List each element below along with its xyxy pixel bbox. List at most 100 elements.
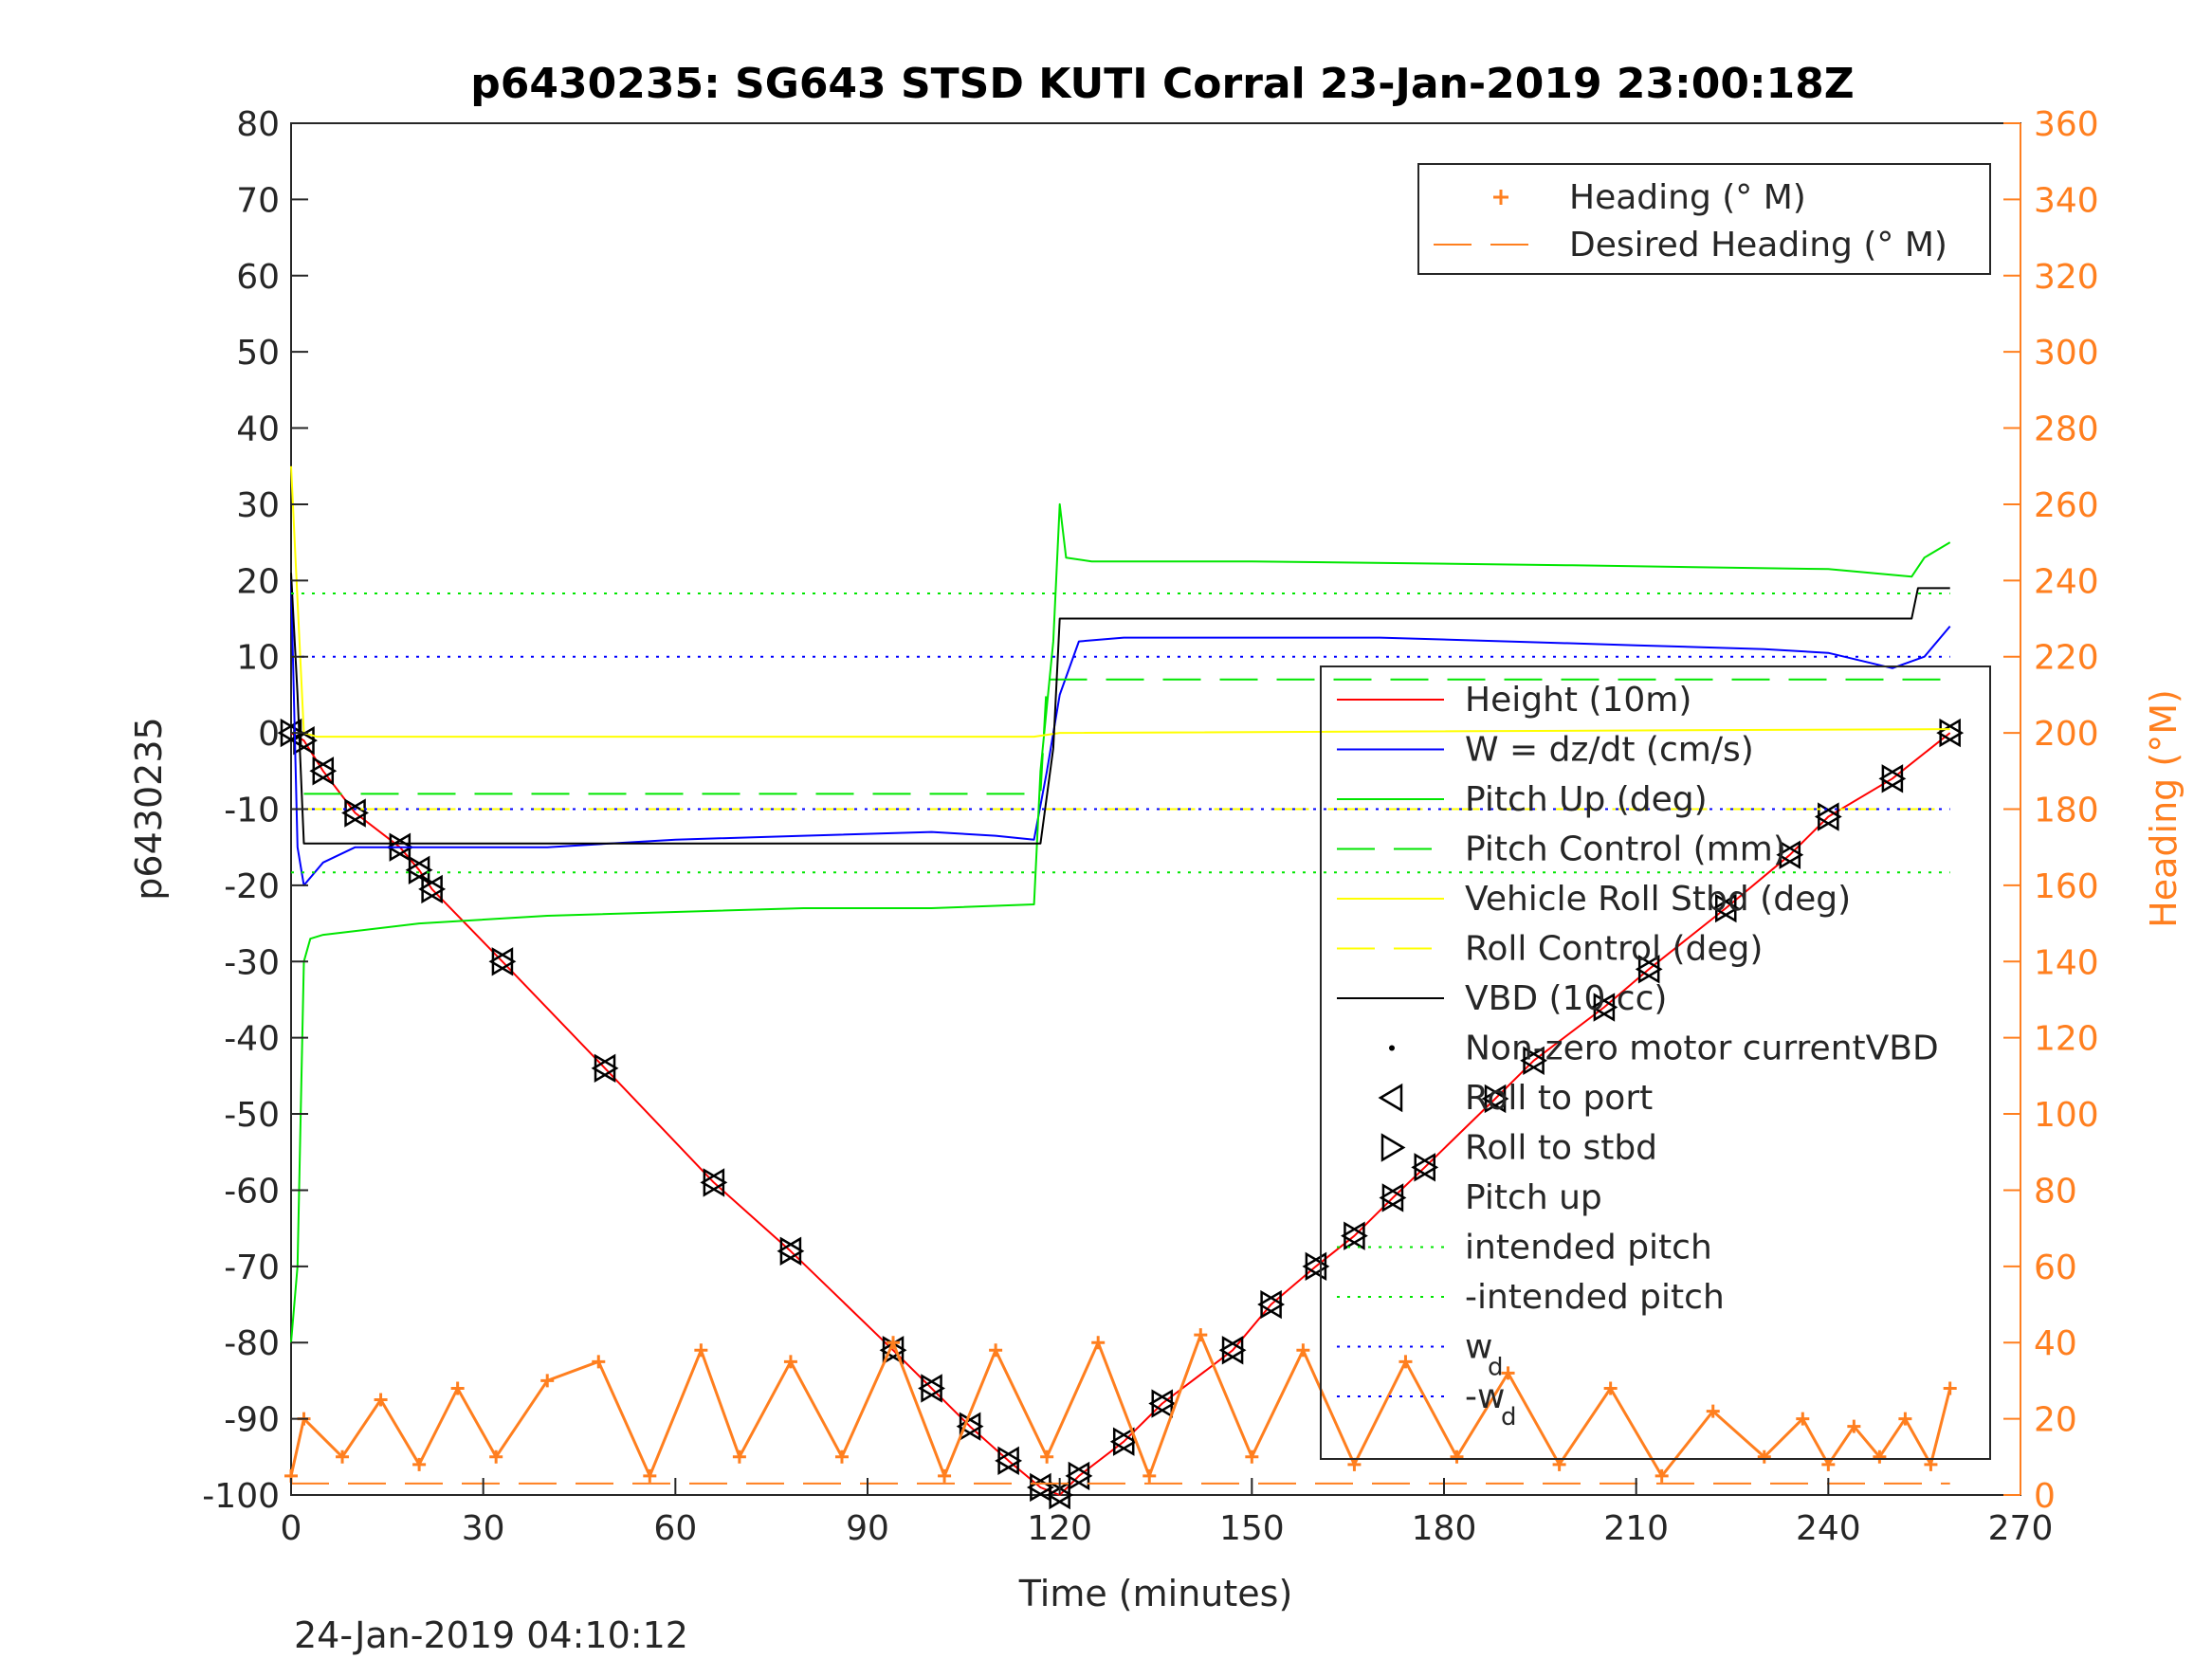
y-left-tick-label: 30 bbox=[236, 486, 280, 525]
heading-point bbox=[1821, 1457, 1836, 1471]
roll-stbd-marker bbox=[1049, 1480, 1074, 1510]
heading-point bbox=[1757, 1449, 1771, 1464]
heading-point bbox=[1194, 1328, 1208, 1342]
y-right-tick-label: 300 bbox=[2034, 334, 2099, 373]
legend-main-text: Non-zero motor currentVBD bbox=[1465, 1030, 1939, 1068]
legend-heading: Heading (° M) Desired Heading (° M) bbox=[1417, 163, 1991, 275]
roll-stbd-marker bbox=[1779, 840, 1804, 869]
y-left-tick-label: -60 bbox=[224, 1172, 280, 1211]
legend-main-text: Vehicle Roll Stbd (deg) bbox=[1465, 880, 1851, 919]
heading-point bbox=[1143, 1468, 1157, 1483]
heading-point bbox=[989, 1343, 1003, 1358]
y-right-tick-label: 20 bbox=[2034, 1401, 2077, 1440]
y-left-tick-label: -30 bbox=[224, 943, 280, 982]
legend-main-text: -intended pitch bbox=[1465, 1278, 1725, 1317]
x-axis-label: Time (minutes) bbox=[1018, 1573, 1293, 1614]
heading-point bbox=[450, 1381, 465, 1395]
legend-main: Height (10m) W = dz/dt (cm/s) Pitch Up (de… bbox=[1320, 665, 1991, 1460]
y-left-tick-label: -10 bbox=[224, 792, 280, 830]
legend-main-text: W = dz/dt (cm/s) bbox=[1465, 731, 1754, 770]
x-tick-label: 210 bbox=[1603, 1509, 1669, 1548]
roll-stbd-marker bbox=[921, 1374, 946, 1403]
roll-stbd-marker bbox=[1414, 1153, 1439, 1182]
roll-stbd-marker bbox=[959, 1412, 984, 1441]
y-right-tick-label: 180 bbox=[2034, 792, 2099, 830]
heading-point bbox=[1450, 1449, 1464, 1464]
roll-stbd-marker bbox=[1939, 718, 1965, 748]
series-line-pitch-control-mm bbox=[303, 678, 1950, 795]
x-tick-label: 90 bbox=[846, 1509, 889, 1548]
legend-main-symbol bbox=[1389, 1045, 1395, 1051]
legend-main-text: VBD (10 cc) bbox=[1465, 979, 1667, 1018]
y-left-tick-label: -100 bbox=[202, 1477, 280, 1516]
heading-point bbox=[1603, 1381, 1618, 1395]
roll-stbd-marker bbox=[1523, 1046, 1548, 1075]
legend-heading-symbol bbox=[1493, 190, 1508, 205]
y-axis-right: 3603403203002802602402202001801601401201… bbox=[2003, 105, 2099, 1516]
x-tick-label: 240 bbox=[1796, 1509, 1861, 1548]
roll-stbd-marker bbox=[1260, 1289, 1286, 1320]
y-left-tick-label: -40 bbox=[224, 1020, 280, 1059]
legend-main-text: Pitch Up (deg) bbox=[1465, 780, 1708, 819]
y-right-tick-label: 360 bbox=[2034, 105, 2099, 144]
roll-stbd-marker bbox=[594, 1053, 619, 1084]
roll-stbd-marker bbox=[1112, 1427, 1138, 1456]
heading-point bbox=[374, 1393, 388, 1407]
legend-heading-box bbox=[1417, 163, 1991, 275]
y-left-tick-label: -80 bbox=[224, 1324, 280, 1363]
y-left-tick-label: -50 bbox=[224, 1096, 280, 1135]
roll-stbd-marker bbox=[1818, 802, 1842, 831]
heading-point bbox=[1245, 1449, 1259, 1464]
timestamp-label: 24-Jan-2019 04:10:12 bbox=[294, 1614, 688, 1656]
y-left-tick-label: -20 bbox=[224, 867, 280, 906]
legend-main-text: Height (10m) bbox=[1465, 681, 1691, 720]
roll-stbd-marker bbox=[1637, 955, 1663, 984]
heading-point bbox=[938, 1468, 952, 1483]
x-tick-label: 180 bbox=[1412, 1509, 1477, 1548]
x-tick-label: 120 bbox=[1027, 1509, 1092, 1548]
y-left-tick-label: 60 bbox=[236, 258, 280, 297]
heading-point bbox=[336, 1449, 350, 1464]
heading-point bbox=[1943, 1381, 1957, 1395]
legend-main-symbol bbox=[1380, 1133, 1406, 1162]
heading-point bbox=[592, 1355, 606, 1369]
series-line-w-dz-dt-cm-s bbox=[290, 580, 1951, 886]
roll-stbd-marker bbox=[1381, 1183, 1407, 1212]
legend-main-text: Pitch up bbox=[1465, 1178, 1602, 1217]
roll-stbd-marker bbox=[1344, 1221, 1368, 1250]
y-right-tick-label: 240 bbox=[2034, 562, 2099, 601]
heading-point bbox=[643, 1468, 657, 1483]
heading-point bbox=[1040, 1449, 1054, 1464]
heading-point bbox=[887, 1336, 901, 1350]
heading-point bbox=[732, 1449, 746, 1464]
roll-stbd-marker bbox=[312, 757, 338, 786]
roll-stbd-marker bbox=[1305, 1251, 1330, 1282]
x-tick-label: 0 bbox=[281, 1509, 302, 1548]
legend-heading-text: Desired Heading (° M) bbox=[1569, 226, 1947, 264]
y-right-tick-label: 280 bbox=[2034, 410, 2099, 449]
heading-point bbox=[1398, 1355, 1413, 1369]
x-axis: 0 30 60 90 120 150 180 210 240 270 bbox=[281, 1478, 2053, 1548]
y-left-tick-label: 80 bbox=[236, 105, 280, 144]
legend-main-text: Roll to port bbox=[1465, 1079, 1653, 1118]
heading-point bbox=[489, 1449, 503, 1464]
roll-stbd-marker bbox=[1151, 1389, 1177, 1418]
y-right-tick-label: 120 bbox=[2034, 1020, 2099, 1059]
y-right-tick-label: 140 bbox=[2034, 943, 2099, 982]
y-left-tick-label: 70 bbox=[236, 181, 280, 220]
series-line-vbd-10-cc bbox=[290, 573, 1950, 845]
roll-stbd-marker bbox=[1593, 993, 1618, 1022]
x-tick-label: 150 bbox=[1219, 1509, 1285, 1548]
y-left-tick-label: 50 bbox=[236, 334, 280, 373]
roll-stbd-marker bbox=[280, 718, 305, 748]
y-right-tick-label: 320 bbox=[2034, 258, 2099, 297]
chart-title: p6430235: SG643 STSD KUTI Corral 23-Jan-… bbox=[470, 60, 1854, 108]
y-right-tick-label: 40 bbox=[2034, 1324, 2077, 1363]
y-right-tick-label: 260 bbox=[2034, 486, 2099, 525]
legend-heading-text: Heading (° M) bbox=[1569, 178, 1806, 217]
heading-point bbox=[694, 1343, 708, 1358]
y-left-tick-label: 20 bbox=[236, 562, 280, 601]
legend-main-text: Roll Control (deg) bbox=[1465, 930, 1763, 969]
y-left-tick-label: -90 bbox=[224, 1401, 280, 1440]
y-right-tick-label: 220 bbox=[2034, 639, 2099, 678]
